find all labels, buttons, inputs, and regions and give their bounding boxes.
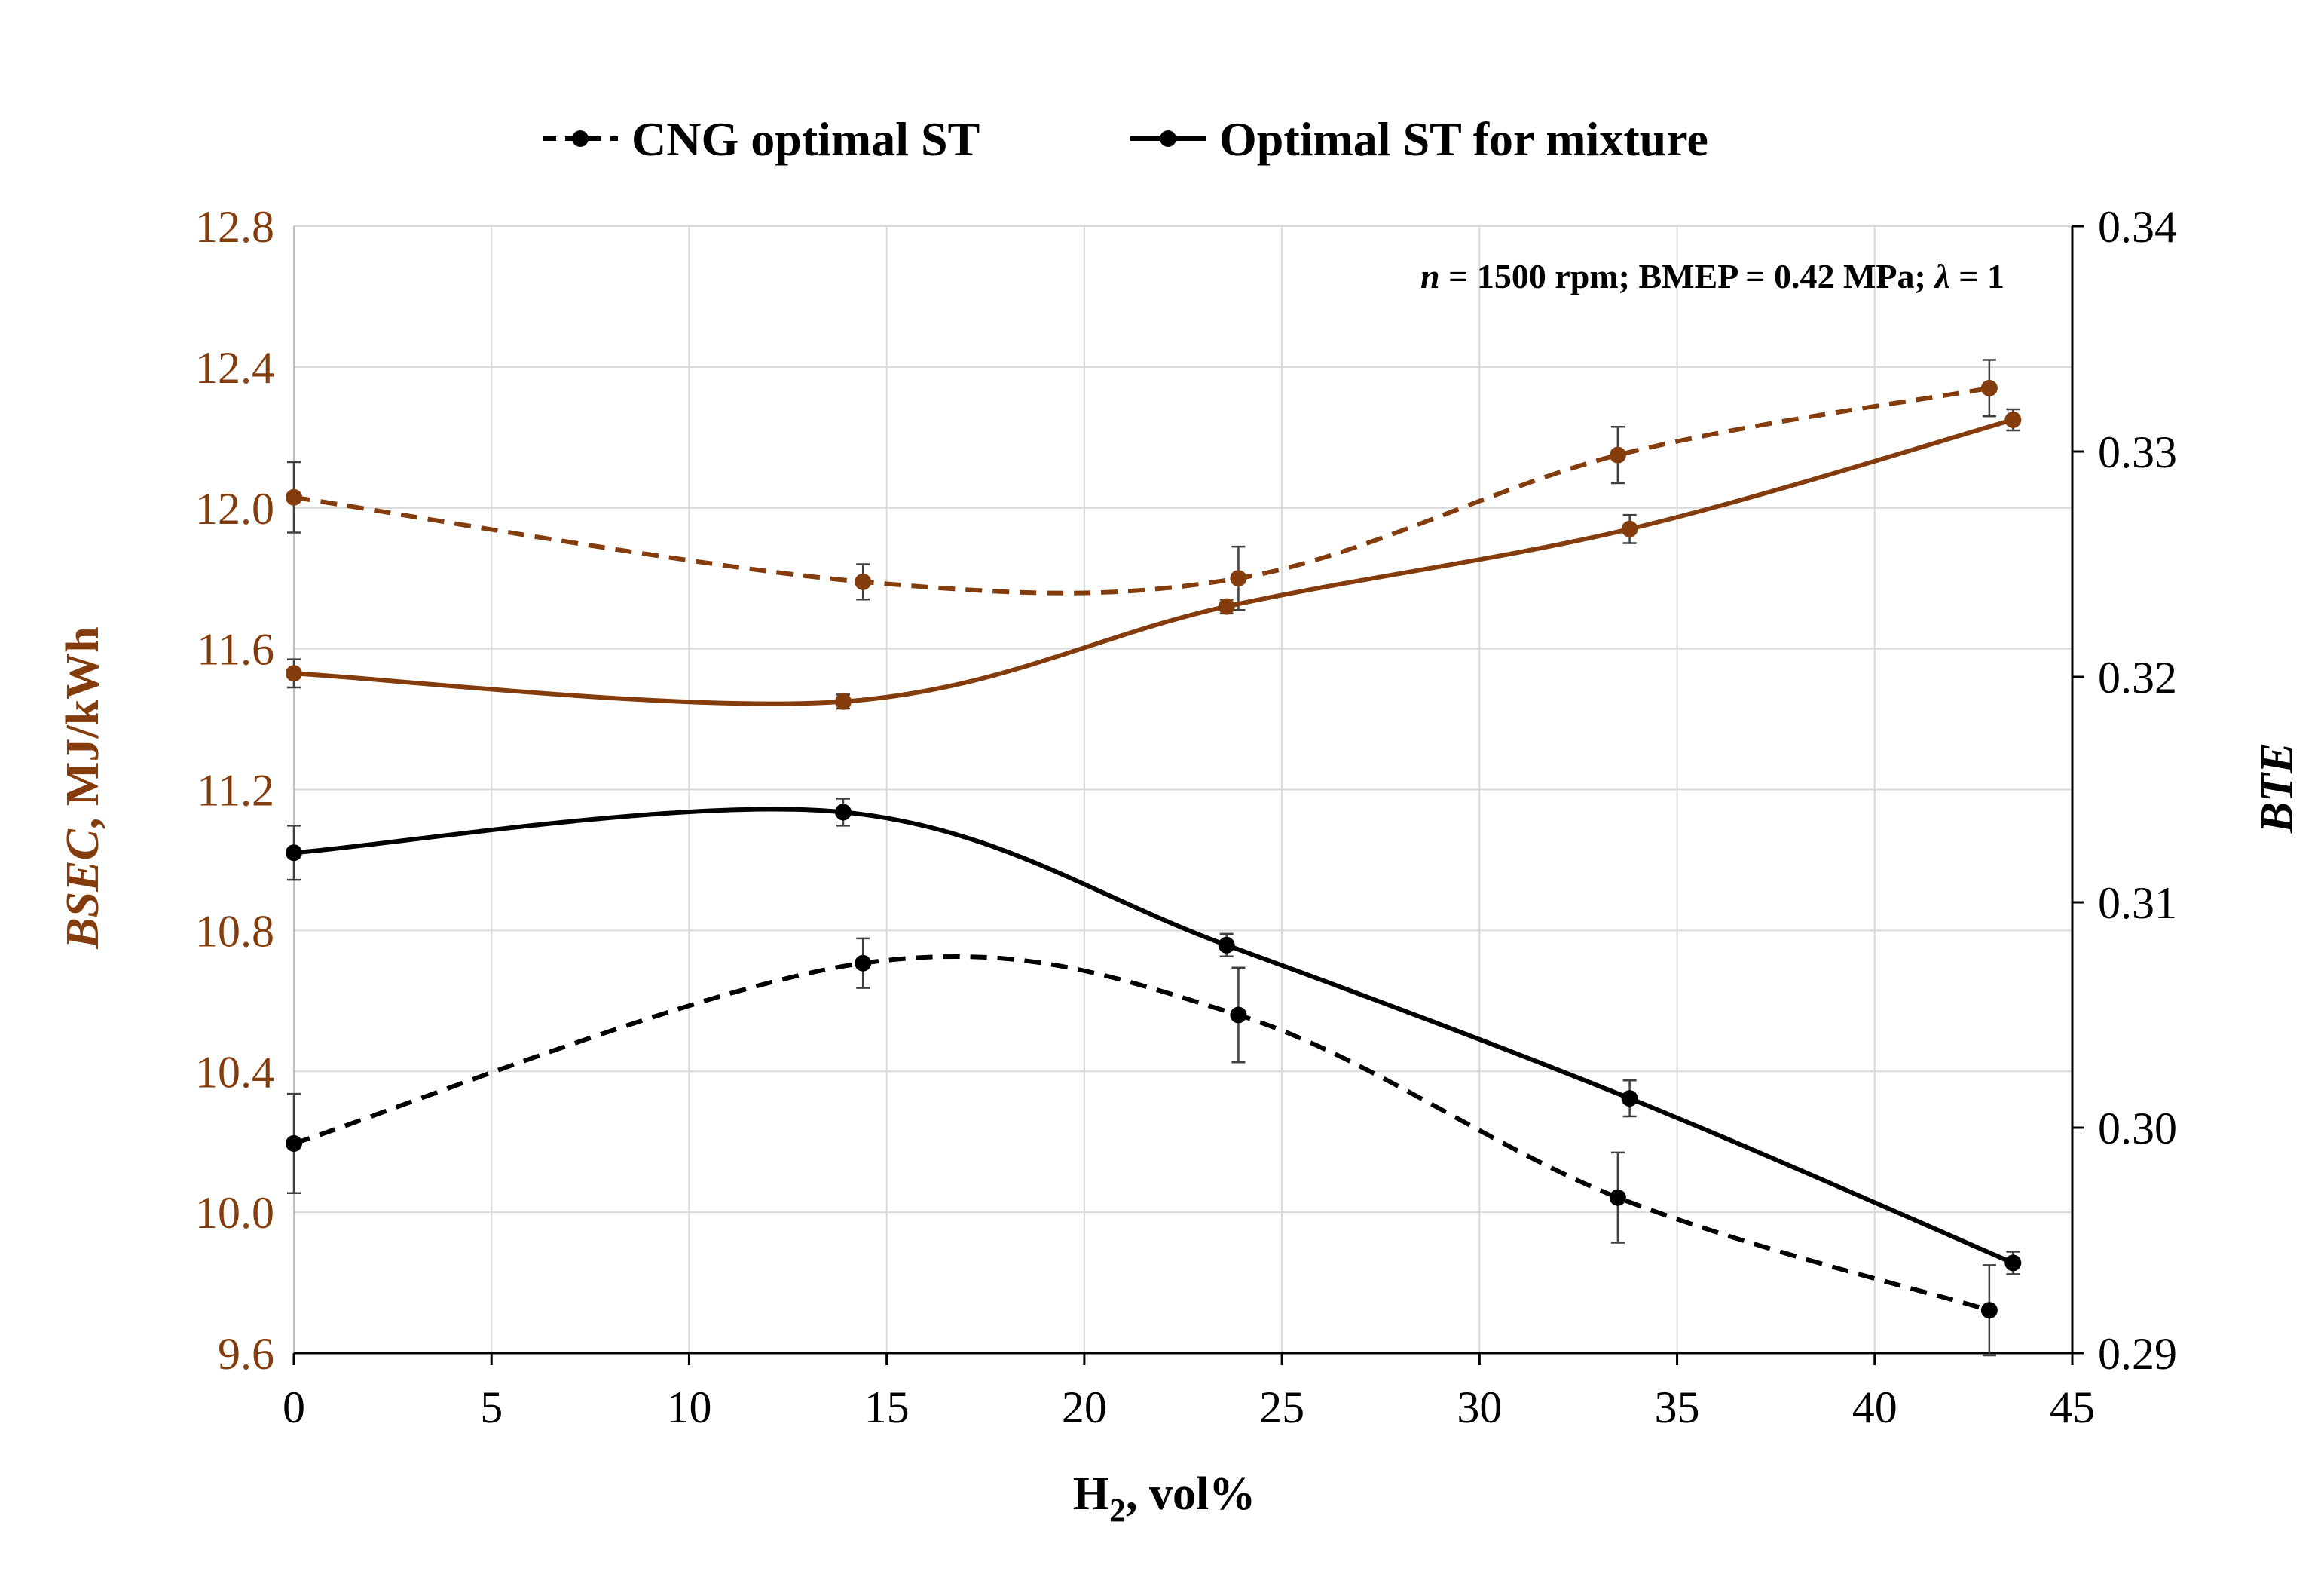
data-point bbox=[1609, 446, 1626, 464]
data-point bbox=[286, 488, 302, 506]
data-point bbox=[1218, 598, 1235, 615]
x-tick-label: 15 bbox=[864, 1382, 910, 1432]
x-tick-label: 20 bbox=[1062, 1382, 1107, 1432]
data-point bbox=[1980, 379, 1998, 396]
series-line bbox=[293, 954, 1990, 1313]
x-tick-label: 35 bbox=[1655, 1382, 1700, 1432]
data-point bbox=[1218, 936, 1235, 954]
series-line bbox=[293, 385, 1990, 596]
legend-marker bbox=[572, 130, 589, 147]
y-right-axis-title: BTE bbox=[2252, 742, 2303, 834]
data-point bbox=[855, 573, 872, 590]
condition-annotation: n = 1500 rpm; BMEP = 0.42 MPa; λ = 1 bbox=[1420, 257, 2004, 295]
x-tick-label: 40 bbox=[1852, 1382, 1897, 1432]
data-point bbox=[1980, 1302, 1998, 1319]
y-left-tick-label: 10.0 bbox=[195, 1188, 274, 1238]
x-tick-label: 10 bbox=[666, 1382, 711, 1432]
series-bte-optimal-st-mixture bbox=[286, 798, 2022, 1275]
y-right-tick-label: 0.31 bbox=[2098, 878, 2177, 928]
data-point bbox=[1621, 520, 1638, 537]
series-line bbox=[293, 418, 2014, 706]
data-point bbox=[834, 804, 852, 821]
x-tick-label: 25 bbox=[1259, 1382, 1304, 1432]
series-layer bbox=[286, 359, 2022, 1357]
data-point bbox=[286, 665, 302, 682]
data-point bbox=[2004, 411, 2022, 428]
y-right-tick-label: 0.32 bbox=[2098, 653, 2177, 703]
series-bte-cng-optimal-st bbox=[286, 937, 1998, 1357]
y-right-tick-label: 0.30 bbox=[2098, 1104, 2177, 1153]
data-point bbox=[1609, 1189, 1626, 1206]
y-left-axis-title: BSEC, MJ/kWh bbox=[57, 626, 109, 949]
y-left-tick-label: 10.4 bbox=[195, 1047, 274, 1097]
y-left-tick-label: 10.8 bbox=[195, 906, 274, 956]
data-point bbox=[2004, 1254, 2022, 1272]
legend-label-cng: CNG optimal ST bbox=[631, 112, 980, 166]
gridlines bbox=[294, 225, 2073, 1353]
data-point bbox=[1230, 1006, 1247, 1024]
axes: 0 5 10 15 20 25 30 35 40 45 9.6 10.0 10.4 10.8 11.2 11.… bbox=[195, 202, 2177, 1432]
data-point bbox=[1230, 570, 1247, 587]
data-point bbox=[286, 1134, 302, 1152]
data-point bbox=[1621, 1090, 1638, 1107]
legend: CNG optimal ST Optimal ST for mixture bbox=[543, 112, 1708, 166]
x-tick-label: 45 bbox=[2050, 1382, 2095, 1432]
y-left-tick-label: 12.4 bbox=[195, 343, 274, 393]
x-tick-label: 30 bbox=[1457, 1382, 1502, 1432]
x-tick-label: 0 bbox=[283, 1382, 305, 1432]
y-left-tick-label: 12.8 bbox=[195, 202, 274, 252]
data-point bbox=[855, 954, 872, 972]
y-left-tick-label: 11.6 bbox=[197, 625, 274, 675]
data-point bbox=[834, 693, 852, 710]
y-left-tick-label: 12.0 bbox=[195, 484, 274, 534]
y-right-tick-label: 0.34 bbox=[2098, 202, 2177, 252]
data-point bbox=[286, 844, 302, 862]
series-line bbox=[293, 807, 2014, 1266]
y-right-tick-label: 0.33 bbox=[2098, 427, 2177, 477]
series-bsec-optimal-st-mixture bbox=[286, 408, 2022, 710]
x-tick-label: 5 bbox=[480, 1382, 503, 1432]
legend-item-optimal-st-mixture: Optimal ST for mixture bbox=[1130, 112, 1708, 166]
y-right-tick-label: 0.29 bbox=[2098, 1329, 2177, 1379]
series-bsec-cng-optimal-st bbox=[286, 359, 1998, 611]
y-left-tick-label: 9.6 bbox=[218, 1329, 274, 1379]
legend-label-mixture: Optimal ST for mixture bbox=[1219, 112, 1708, 166]
y-left-tick-label: 11.2 bbox=[197, 766, 274, 816]
legend-item-cng-optimal-st: CNG optimal ST bbox=[543, 112, 980, 166]
legend-marker bbox=[1160, 130, 1176, 147]
x-axis-title: H2, vol% bbox=[1073, 1468, 1255, 1529]
